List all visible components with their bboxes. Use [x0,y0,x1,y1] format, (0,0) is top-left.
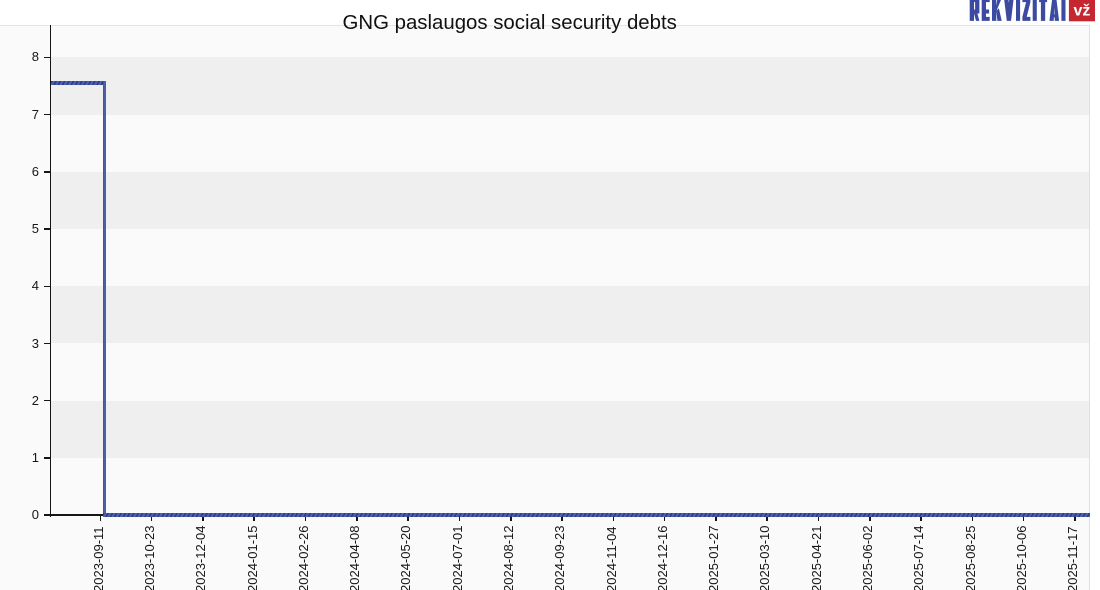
svg-text:vž: vž [1073,2,1090,19]
